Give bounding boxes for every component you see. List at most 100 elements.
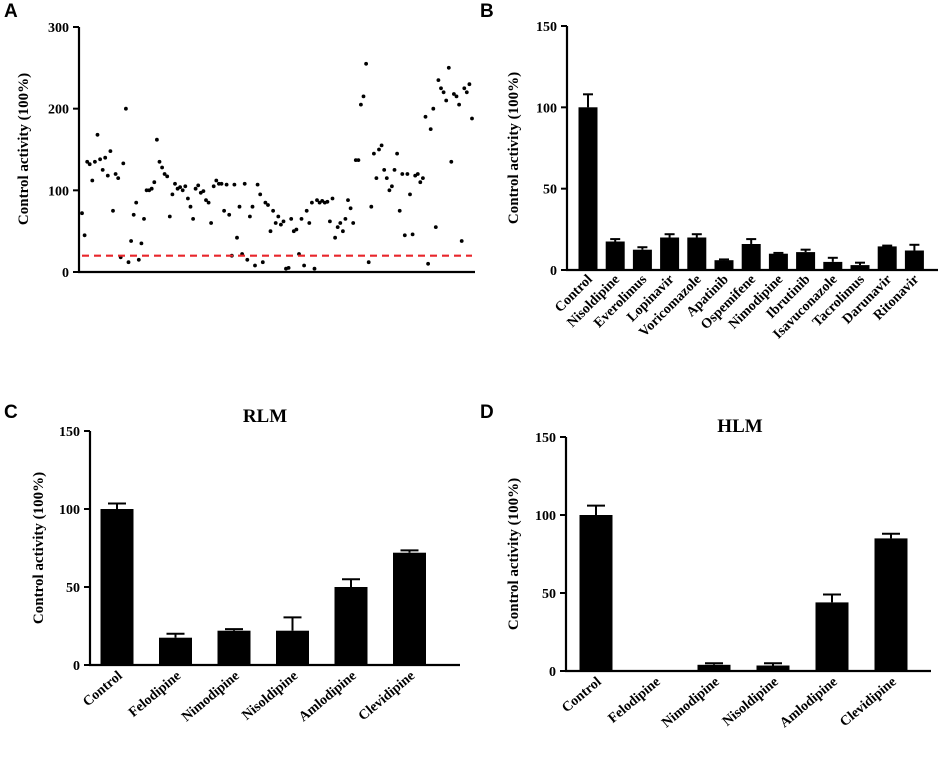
- panel-a-y-tick-label: 100: [48, 184, 69, 199]
- scatter-point: [167, 214, 172, 219]
- scatter-point: [457, 102, 461, 107]
- scatter-point: [93, 159, 97, 164]
- scatter-point: [80, 211, 84, 216]
- scatter-point: [162, 172, 167, 176]
- scatter-point: [444, 98, 449, 103]
- bar-control: [579, 515, 613, 671]
- scatter-point: [134, 200, 139, 205]
- scatter-point: [250, 204, 255, 209]
- scatter-point: [126, 260, 131, 265]
- bar-ritonavir: [904, 250, 924, 270]
- panel-c-y-tick-label: 0: [73, 659, 80, 674]
- category-label-nisoldipine: Nisoldipine: [240, 669, 302, 724]
- bar-control: [578, 107, 598, 270]
- scatter-point: [108, 149, 113, 154]
- scatter-point: [408, 192, 412, 197]
- panel-b-y-tick-label: 0: [550, 264, 557, 279]
- bar-nimodipine: [768, 253, 788, 270]
- scatter-point: [253, 263, 257, 268]
- scatter-point: [121, 161, 126, 166]
- category-label-amlodipine: Amlodipine: [296, 669, 359, 725]
- bar-nisoldipine: [276, 630, 309, 665]
- bar-clevidipine: [393, 552, 426, 665]
- scatter-point: [343, 217, 348, 221]
- scatter-point: [142, 217, 146, 221]
- panel-c-y-tick-label: 100: [59, 503, 80, 518]
- scatter-point: [392, 168, 397, 172]
- scatter-point: [387, 188, 392, 193]
- scatter-point: [431, 106, 436, 111]
- scatter-point: [279, 222, 283, 227]
- scatter-point: [364, 61, 368, 66]
- scatter-point: [124, 106, 128, 111]
- scatter-point: [258, 192, 263, 197]
- scatter-point: [206, 200, 211, 205]
- scatter-point: [405, 172, 410, 176]
- category-label-felodipine: Felodipine: [126, 669, 184, 721]
- scatter-point: [276, 214, 281, 219]
- scatter-point: [307, 221, 312, 225]
- scatter-point: [302, 263, 306, 268]
- scatter-point: [186, 196, 190, 201]
- scatter-point: [454, 94, 459, 99]
- bar-lopinavir: [660, 237, 680, 270]
- scatter-point: [116, 176, 121, 181]
- category-label-nimodipine: Nimodipine: [179, 669, 242, 725]
- scatter-point: [201, 189, 206, 194]
- scatter-point: [338, 221, 343, 225]
- scatter-point: [209, 221, 214, 225]
- scatter-point: [348, 206, 353, 211]
- scatter-point: [402, 233, 407, 238]
- scatter-point: [379, 143, 384, 148]
- scatter-point: [227, 212, 232, 217]
- bar-clevidipine: [874, 538, 908, 671]
- scatter-point: [384, 176, 389, 181]
- scatter-point: [325, 199, 330, 204]
- panel-d-y-tick-label: 150: [535, 431, 556, 446]
- scatter-point: [462, 86, 467, 91]
- scatter-point: [361, 94, 366, 99]
- scatter-point: [160, 165, 165, 170]
- scatter-point: [155, 137, 159, 142]
- bar-ibrutinib: [796, 252, 816, 270]
- scatter-point: [242, 181, 247, 186]
- scatter-point: [105, 173, 110, 178]
- scatter-point: [224, 182, 229, 187]
- bar-nisoldipine: [605, 241, 625, 270]
- scatter-point: [178, 185, 183, 190]
- scatter-point: [87, 162, 92, 167]
- scatter-point: [459, 239, 464, 243]
- bar-ospemifene: [741, 244, 761, 270]
- scatter-point: [428, 127, 433, 131]
- scatter-point: [341, 229, 345, 234]
- panel-d-y-tick-label: 50: [542, 587, 556, 602]
- scatter-point: [452, 92, 456, 96]
- scatter-point: [366, 260, 371, 265]
- scatter-point: [328, 219, 332, 224]
- scatter-point: [415, 172, 420, 176]
- scatter-point: [235, 235, 239, 240]
- scatter-point: [149, 186, 154, 191]
- bar-nimodipine: [697, 664, 731, 671]
- bar-felodipine: [159, 637, 192, 665]
- panel-a-y-tick-label: 200: [48, 103, 69, 118]
- chart-title-rlm: RLM: [243, 406, 287, 427]
- category-label-control: Control: [559, 675, 604, 716]
- scatter-point: [95, 132, 100, 137]
- scatter-point: [281, 219, 286, 224]
- scatter-point: [113, 172, 118, 176]
- panel-c: C RLM 0 50 100 150 Control activity (100%) Co…: [4, 402, 460, 725]
- bar-amlodipine: [815, 602, 849, 671]
- panel-a: A 0 100 200 300 Control activity (100%): [4, 1, 475, 281]
- scatter-point: [183, 184, 188, 189]
- scatter-point: [449, 159, 454, 164]
- bar-apatinib: [714, 260, 734, 270]
- scatter-point: [439, 86, 443, 91]
- scatter-point: [139, 241, 144, 246]
- scatter-point: [248, 214, 252, 219]
- scatter-point: [312, 266, 317, 271]
- scatter-point: [82, 233, 87, 238]
- scatter-point: [263, 200, 268, 205]
- panel-b-y-tick-label: 150: [536, 20, 557, 35]
